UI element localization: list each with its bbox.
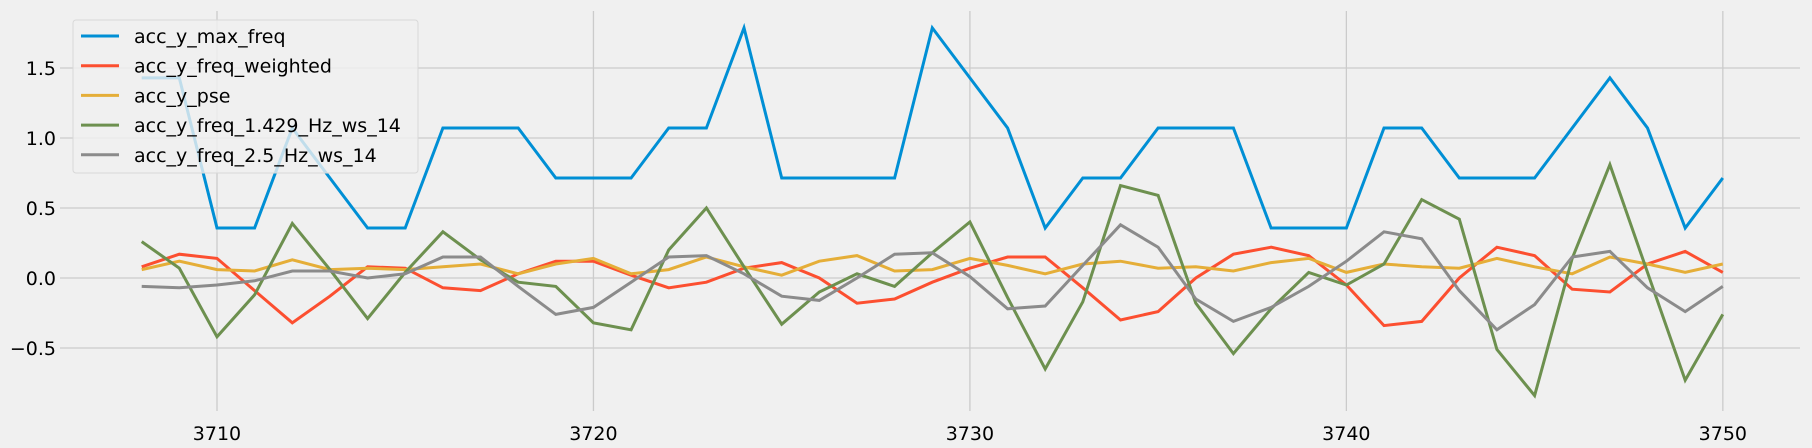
y-axis-ticks: −0.5 0.0 0.5 1.0 1.5	[10, 58, 56, 360]
x-tick-label: 3720	[569, 423, 617, 445]
x-axis-ticks: 3710 3720 3730 3740 3750	[193, 423, 1747, 445]
legend-item: acc_y_pse	[81, 85, 230, 107]
y-tick-label: 1.0	[26, 128, 56, 150]
legend-box	[72, 19, 419, 174]
series-line-acc-y-freq-2-5-hz-ws-14	[141, 222, 1724, 332]
x-tick-label: 3750	[1699, 423, 1747, 445]
y-tick-label: 0.5	[26, 198, 56, 220]
legend: acc_y_max_freq acc_y_freq_weighted acc_y_p…	[72, 19, 419, 174]
series-lines	[140, 22, 1725, 399]
legend-item: acc_y_freq_1.429_Hz_ws_14	[81, 115, 401, 137]
x-tick-label: 3730	[946, 423, 994, 445]
series-line-acc-y-max-freq	[141, 22, 1724, 232]
legend-label: acc_y_freq_2.5_Hz_ws_14	[134, 145, 377, 167]
legend-item: acc_y_freq_weighted	[81, 56, 332, 78]
legend-label: acc_y_pse	[134, 85, 230, 107]
legend-item: acc_y_max_freq	[81, 26, 286, 48]
y-tick-label: −0.5	[10, 338, 56, 360]
legend-label: acc_y_max_freq	[134, 26, 286, 48]
y-tick-label: 0.0	[26, 268, 56, 290]
legend-item: acc_y_freq_2.5_Hz_ws_14	[81, 145, 377, 167]
y-tick-label: 1.5	[26, 58, 56, 80]
legend-label: acc_y_freq_1.429_Hz_ws_14	[134, 115, 401, 137]
legend-label: acc_y_freq_weighted	[134, 56, 332, 78]
series-line-acc-y-pse	[141, 254, 1724, 277]
x-tick-label: 3710	[193, 423, 241, 445]
series-line-acc-y-freq-1-429-hz-ws-14	[140, 160, 1725, 399]
x-tick-label: 3740	[1322, 423, 1370, 445]
